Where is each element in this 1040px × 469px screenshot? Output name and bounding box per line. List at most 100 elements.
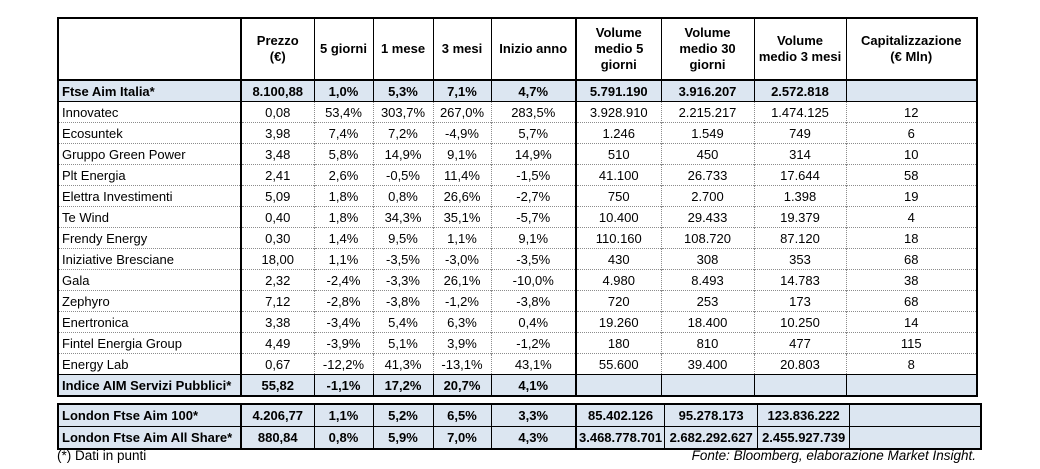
- table-row: Plt Energia 2,41 2,6% -0,5% 11,4% -1,5% 41.100…: [57, 164, 977, 186]
- cell-name: Ftse Aim Italia*: [57, 79, 241, 102]
- cell-d5: 1,8%: [313, 206, 373, 228]
- cell-vol3m: 19.379: [753, 206, 846, 228]
- cell-vol3m: 87.120: [753, 227, 846, 249]
- cell-cap: 68: [845, 290, 977, 312]
- cell-cap: 6: [845, 122, 977, 144]
- cell-name: Te Wind: [57, 206, 241, 228]
- cell-name: Gala: [57, 269, 241, 291]
- cell-prezzo: 8.100,88: [240, 79, 314, 102]
- cell-prezzo: 18,00: [240, 248, 314, 270]
- cell-cap: [849, 403, 981, 427]
- cell-vol5: 85.402.126: [575, 403, 665, 427]
- cell-m3: 3,9%: [432, 332, 491, 354]
- col-header-1-mese: 1 mese: [372, 17, 434, 81]
- cell-vol3m: 123.836.222: [757, 403, 850, 427]
- cell-ytd: 43,1%: [490, 353, 576, 375]
- cell-name: London Ftse Aim 100*: [57, 403, 241, 427]
- cell-ytd: 283,5%: [490, 101, 576, 123]
- table-row: Enertronica 3,38 -3,4% 5,4% 6,3% 0,4% 19.260 18…: [57, 311, 977, 333]
- cell-vol3m: 314: [753, 143, 846, 165]
- cell-vol5: 3.928.910: [575, 101, 661, 123]
- cell-m1: 5,3%: [372, 79, 433, 102]
- source-note: Fonte: Bloomberg, elaborazione Market In…: [691, 448, 976, 463]
- cell-d5: 1,1%: [313, 248, 373, 270]
- footnote-dati-in-punti: (*) Dati in punti: [57, 448, 147, 463]
- table-row: Frendy Energy 0,30 1,4% 9,5% 1,1% 9,1% 110.160…: [57, 227, 977, 249]
- cell-cap: [845, 374, 977, 397]
- cell-prezzo: 5,09: [240, 185, 314, 207]
- cell-m3: 267,0%: [432, 101, 491, 123]
- cell-ytd: 5,7%: [490, 122, 576, 144]
- cell-name: Enertronica: [57, 311, 241, 333]
- cell-m1: -3,8%: [372, 290, 433, 312]
- cell-m3: 11,4%: [432, 164, 491, 186]
- cell-vol30: 26.733: [660, 164, 754, 186]
- cell-name: London Ftse Aim All Share*: [57, 426, 241, 450]
- col-header-volume-medio-5-giorni: Volume medio 5 giorni: [575, 17, 662, 81]
- cell-m3: 1,1%: [432, 227, 491, 249]
- cell-vol30: 810: [660, 332, 754, 354]
- cell-m3: -13,1%: [432, 353, 491, 375]
- cell-d5: -3,4%: [313, 311, 373, 333]
- cell-d5: 7,4%: [313, 122, 373, 144]
- cell-cap: 38: [845, 269, 977, 291]
- london-table-body: London Ftse Aim 100* 4.206,77 1,1% 5,2% 6,5%…: [57, 403, 981, 450]
- cell-d5: -2,4%: [313, 269, 373, 291]
- cell-vol5: 3.468.778.701: [575, 426, 665, 450]
- cell-vol3m: 353: [753, 248, 846, 270]
- cell-vol5: 430: [575, 248, 661, 270]
- cell-vol30: 253: [660, 290, 754, 312]
- cell-vol5: 5.791.190: [575, 79, 661, 102]
- cell-cap: 4: [845, 206, 977, 228]
- cell-vol30: 450: [660, 143, 754, 165]
- cell-ytd: 4,3%: [490, 426, 576, 450]
- col-header-volume-medio-3-mesi: Volume medio 3 mesi: [753, 17, 847, 81]
- cell-d5: 0,8%: [313, 426, 373, 450]
- table-row: Ecosuntek 3,98 7,4% 7,2% -4,9% 5,7% 1.246 1.549…: [57, 122, 977, 144]
- cell-m1: 7,2%: [372, 122, 433, 144]
- cell-d5: -3,9%: [313, 332, 373, 354]
- cell-ytd: 4,1%: [490, 374, 576, 397]
- cell-m1: 5,2%: [372, 403, 433, 427]
- cell-vol5: 720: [575, 290, 661, 312]
- cell-ytd: -5,7%: [490, 206, 576, 228]
- cell-m1: 5,4%: [372, 311, 433, 333]
- table-row: Gruppo Green Power 3,48 5,8% 14,9% 9,1% 14,9%…: [57, 143, 977, 165]
- cell-vol3m: 2.572.818: [753, 79, 846, 102]
- cell-m1: 34,3%: [372, 206, 433, 228]
- cell-vol3m: 10.250: [753, 311, 846, 333]
- cell-vol3m: 20.803: [753, 353, 846, 375]
- cell-d5: 5,8%: [313, 143, 373, 165]
- cell-ytd: 9,1%: [490, 227, 576, 249]
- cell-prezzo: 3,48: [240, 143, 314, 165]
- cell-prezzo: 0,08: [240, 101, 314, 123]
- table-row: Elettra Investimenti 5,09 1,8% 0,8% 26,6% -2,…: [57, 185, 977, 207]
- cell-m3: 26,6%: [432, 185, 491, 207]
- table-row: London Ftse Aim All Share* 880,84 0,8% 5,9%…: [57, 426, 981, 450]
- cell-vol30: 1.549: [660, 122, 754, 144]
- cell-prezzo: 4,49: [240, 332, 314, 354]
- cell-d5: -2,8%: [313, 290, 373, 312]
- cell-prezzo: 7,12: [240, 290, 314, 312]
- cell-cap: 8: [845, 353, 977, 375]
- cell-ytd: 14,9%: [490, 143, 576, 165]
- cell-vol5: 41.100: [575, 164, 661, 186]
- cell-prezzo: 2,41: [240, 164, 314, 186]
- cell-vol30: 39.400: [660, 353, 754, 375]
- cell-m1: 41,3%: [372, 353, 433, 375]
- cell-vol30: 2.700: [660, 185, 754, 207]
- main-table-body: Ftse Aim Italia* 8.100,88 1,0% 5,3% 7,1% 4,7%…: [57, 79, 977, 397]
- cell-m1: 0,8%: [372, 185, 433, 207]
- cell-prezzo: 55,82: [240, 374, 314, 397]
- cell-vol30: 95.278.173: [664, 403, 758, 427]
- cell-name: Elettra Investimenti: [57, 185, 241, 207]
- cell-prezzo: 3,98: [240, 122, 314, 144]
- cell-prezzo: 4.206,77: [240, 403, 314, 427]
- cell-name: Fintel Energia Group: [57, 332, 241, 354]
- cell-m3: 35,1%: [432, 206, 491, 228]
- cell-m3: -4,9%: [432, 122, 491, 144]
- cell-vol5: 10.400: [575, 206, 661, 228]
- cell-vol3m: 749: [753, 122, 846, 144]
- cell-d5: 53,4%: [313, 101, 373, 123]
